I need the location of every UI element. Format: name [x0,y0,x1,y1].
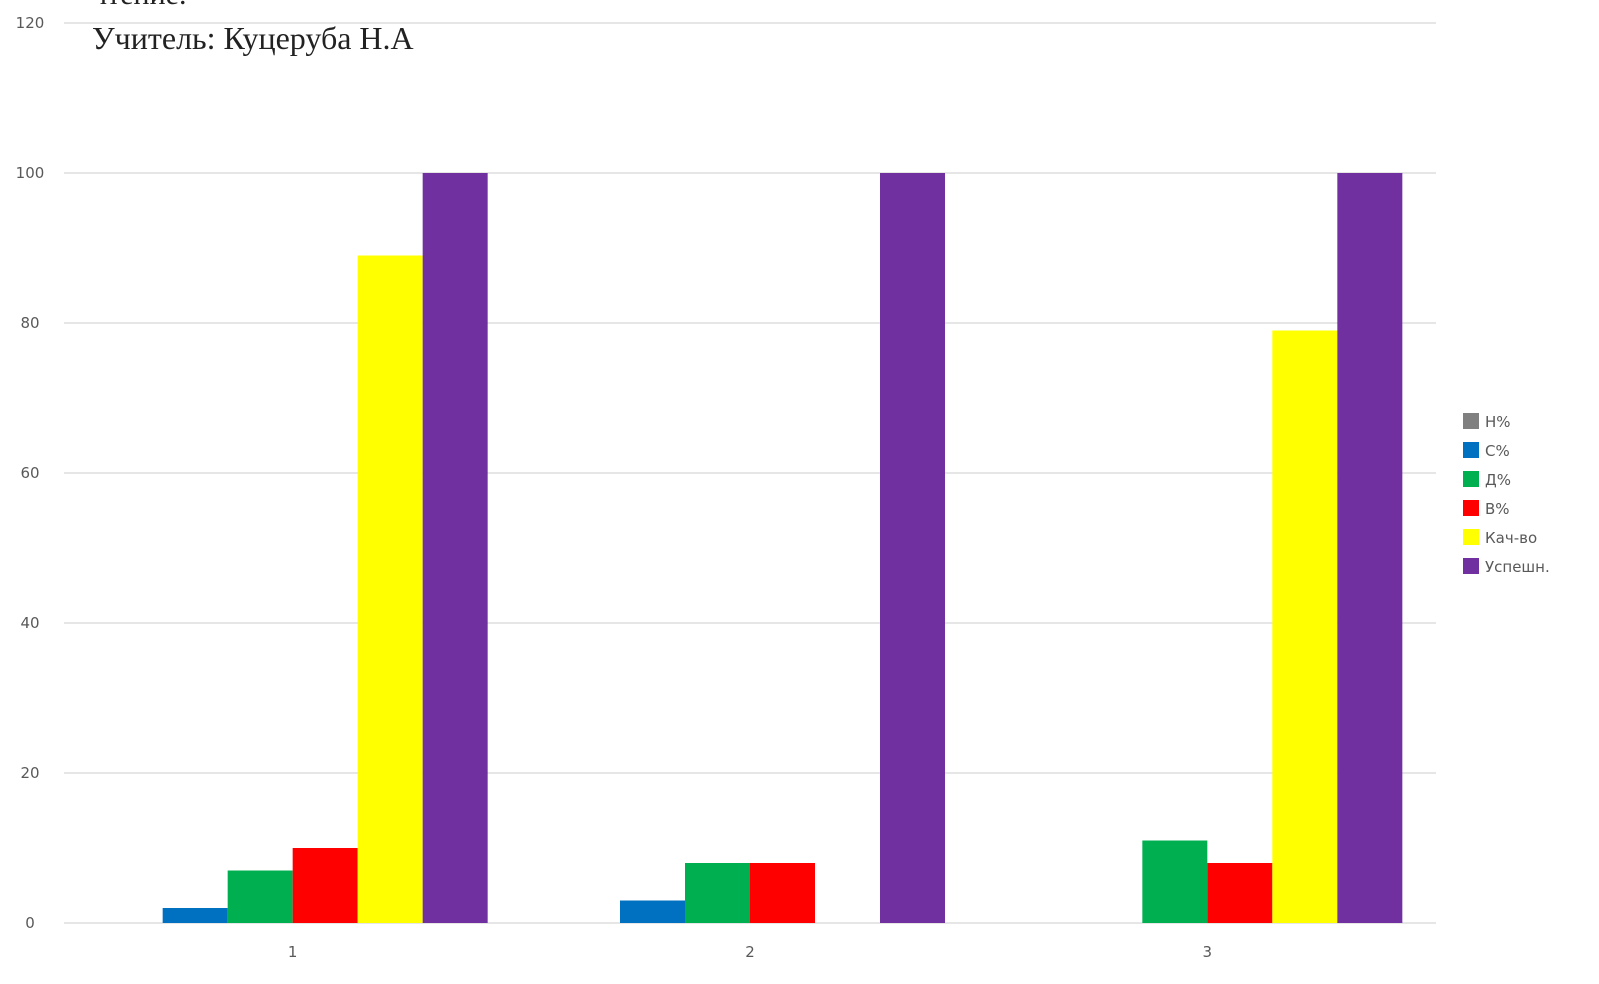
y-tick-label: 120 [16,14,45,32]
bar [422,173,488,923]
y-tick-label: 0 [25,914,35,932]
legend-swatch [1463,413,1479,429]
y-tick-label: 80 [20,314,39,332]
legend-label: Н% [1485,413,1511,431]
bar [357,255,423,923]
legend-label: Успешн. [1485,558,1550,576]
legend-swatch [1463,500,1479,516]
bar [162,908,228,923]
legend-label: В% [1485,500,1510,518]
bar [1142,840,1208,923]
x-tick-label: 3 [1203,943,1213,961]
bar [1207,863,1273,923]
bar [1272,330,1338,923]
bar [620,900,685,923]
bar [750,863,815,923]
bar [685,863,750,923]
legend-swatch [1463,558,1479,574]
legend-swatch [1463,442,1479,458]
legend-label: Кач-во [1485,529,1537,547]
legend-swatch [1463,471,1479,487]
y-tick-label: 60 [20,464,39,482]
bar [1337,173,1403,923]
x-tick-label: 1 [288,943,298,961]
y-tick-label: 20 [20,764,39,782]
legend-label: С% [1485,442,1510,460]
chart-title: чтение. [92,0,186,12]
bar [227,870,293,923]
legend-label: Д% [1485,471,1511,489]
y-tick-label: 100 [16,164,45,182]
bar [880,173,945,923]
bar [292,848,358,923]
chart-subtitle: Учитель: Куцеруба Н.А [92,20,414,56]
x-tick-label: 2 [745,943,755,961]
y-tick-label: 40 [20,614,39,632]
legend-swatch [1463,529,1479,545]
